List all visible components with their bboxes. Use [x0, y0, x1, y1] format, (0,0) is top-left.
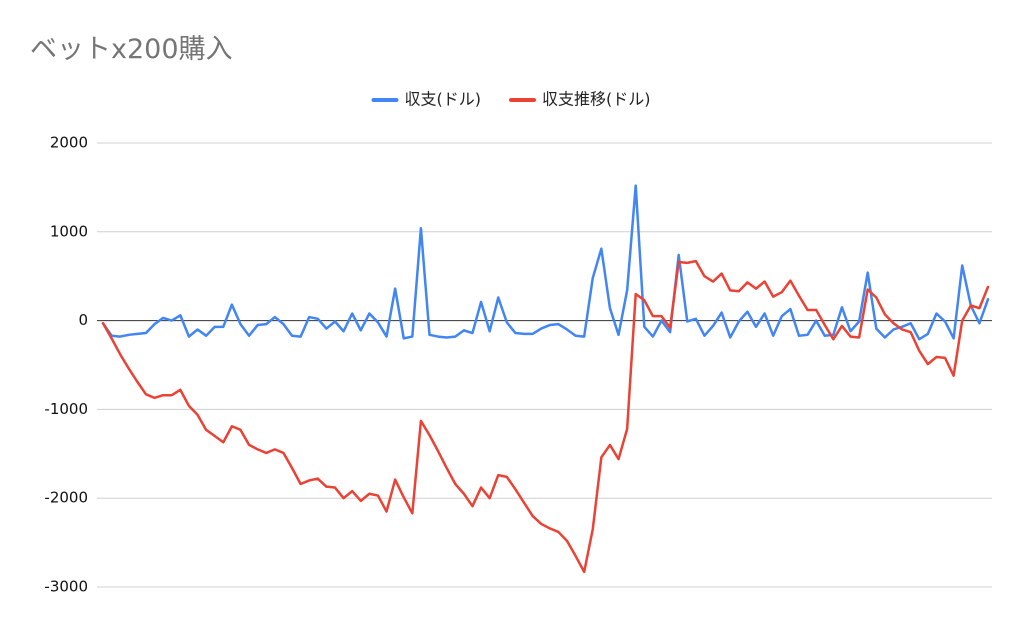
legend-item: 収支推移(ドル)	[509, 90, 651, 109]
y-tick-label: 2000	[50, 134, 88, 152]
y-tick-label: 0	[78, 311, 88, 329]
y-tick-label: -1000	[44, 400, 88, 418]
y-tick-label: -2000	[44, 489, 88, 507]
legend-label: 収支推移(ドル)	[542, 90, 651, 109]
legend-label: 収支(ドル)	[405, 90, 482, 109]
data-line	[101, 259, 990, 574]
chart-title: ベットx200購入	[30, 34, 233, 65]
legend-item: 収支(ドル)	[371, 90, 482, 109]
y-tick-label: -3000	[44, 578, 88, 596]
data-line	[101, 184, 990, 341]
y-tick-label: 1000	[50, 222, 88, 240]
